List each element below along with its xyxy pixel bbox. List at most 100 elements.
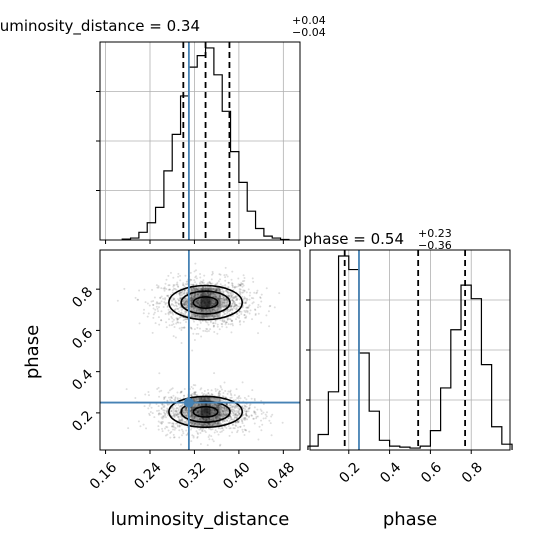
joint-sample-point <box>172 425 175 428</box>
joint-sample-point <box>247 395 250 398</box>
joint-sample-point <box>227 417 230 420</box>
joint-sample-point <box>227 310 230 313</box>
joint-sample-point <box>201 428 204 431</box>
joint-sample-point <box>234 405 237 408</box>
joint-sample-point <box>238 413 241 416</box>
joint-sample-point <box>238 288 241 291</box>
joint-sample-point <box>225 289 228 292</box>
joint-sample-point <box>246 298 249 301</box>
joint-sample-point <box>238 316 241 319</box>
joint-sample-point <box>205 320 208 323</box>
joint-sample-point <box>220 398 223 401</box>
joint-sample-point <box>213 293 216 296</box>
joint-sample-point <box>238 412 241 415</box>
joint-sample-point <box>193 422 196 425</box>
joint-xtick-label: 0.24 <box>131 459 164 492</box>
joint-sample-point <box>229 293 232 296</box>
joint-sample-point <box>230 295 233 298</box>
joint-sample-point <box>235 304 238 307</box>
joint-sample-point <box>212 324 215 327</box>
joint-sample-point <box>160 295 163 298</box>
joint-sample-point <box>149 403 152 406</box>
joint-sample-point <box>192 383 195 386</box>
joint-sample-point <box>216 313 219 316</box>
joint-sample-point <box>241 428 244 431</box>
joint-sample-point <box>261 423 264 426</box>
joint-sample-point <box>164 298 167 301</box>
joint-sample-point <box>224 321 227 324</box>
joint-xtick-label: 0.40 <box>220 459 253 492</box>
joint-sample-point <box>219 385 222 388</box>
joint-sample-point <box>150 300 153 303</box>
joint-sample-point <box>232 399 235 402</box>
joint-sample-point <box>190 386 193 389</box>
joint-sample-point <box>213 289 216 292</box>
joint-sample-point <box>232 293 235 296</box>
joint-sample-point <box>233 304 236 307</box>
joint-sample-point <box>230 408 233 411</box>
joint-sample-point <box>204 314 207 317</box>
joint-sample-point <box>166 407 169 410</box>
joint-sample-point <box>235 424 238 427</box>
joint-sample-point <box>252 417 255 420</box>
joint-sample-point <box>221 427 224 430</box>
joint-sample-point <box>168 421 171 424</box>
joint-sample-point <box>170 311 173 314</box>
joint-sample-point <box>181 300 184 303</box>
joint-sample-point <box>214 422 217 425</box>
joint-sample-point <box>192 308 195 311</box>
joint-sample-point <box>166 399 169 402</box>
joint-sample-point <box>242 284 245 287</box>
joint-sample-point <box>247 416 250 419</box>
joint-sample-point <box>239 319 242 322</box>
joint-sample-point <box>184 312 187 315</box>
joint-sample-point <box>236 414 239 417</box>
joint-sample-point <box>165 278 168 281</box>
joint-sample-point <box>169 312 172 315</box>
joint-sample-point <box>172 423 175 426</box>
joint-sample-point <box>220 430 223 433</box>
joint-sample-point <box>222 285 225 288</box>
joint-sample-point <box>214 283 217 286</box>
joint-sample-point <box>185 280 188 283</box>
joint-sample-point <box>219 295 222 298</box>
joint-sample-point <box>229 415 232 418</box>
joint-sample-point <box>177 302 180 305</box>
joint-sample-point <box>202 316 205 319</box>
joint-sample-point <box>197 433 200 436</box>
joint-sample-point <box>175 317 178 320</box>
joint-sample-point <box>244 297 247 300</box>
joint-sample-point <box>167 294 170 297</box>
joint-sample-point <box>172 298 175 301</box>
joint-sample-point <box>206 330 209 333</box>
joint-sample-point <box>168 403 171 406</box>
joint-sample-point <box>234 406 237 409</box>
joint-sample-point <box>148 304 151 307</box>
joint-sample-point <box>216 404 219 407</box>
joint-sample-point <box>217 422 220 425</box>
joint-sample-point <box>193 310 196 313</box>
joint-sample-point <box>216 332 219 335</box>
joint-sample-point <box>210 389 213 392</box>
joint-sample-point <box>246 310 249 313</box>
joint-sample-point <box>174 410 177 413</box>
joint-sample-point <box>229 308 232 311</box>
joint-sample-point <box>219 431 222 434</box>
joint-sample-point <box>175 422 178 425</box>
joint-sample-point <box>198 422 201 425</box>
joint-sample-point <box>265 411 268 414</box>
joint-sample-point <box>172 409 175 412</box>
joint-sample-point <box>230 406 233 409</box>
joint-sample-point <box>185 306 188 309</box>
joint-sample-point <box>167 312 170 315</box>
joint-sample-point <box>219 273 222 276</box>
joint-sample-point <box>185 406 188 409</box>
joint-sample-point <box>179 405 182 408</box>
joint-sample-point <box>189 394 192 397</box>
joint-sample-point <box>183 303 186 306</box>
joint-sample-point <box>236 405 239 408</box>
joint-sample-point <box>233 305 236 308</box>
joint-sample-point <box>256 415 259 418</box>
joint-sample-point <box>185 302 188 305</box>
